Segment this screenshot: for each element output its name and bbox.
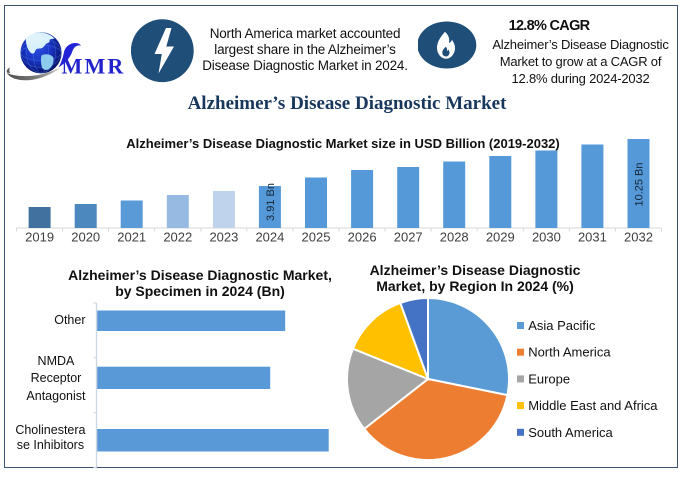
svg-text:2022: 2022 [163,230,192,245]
svg-text:2023: 2023 [209,230,238,245]
svg-text:2031: 2031 [578,230,607,245]
svg-text:10.25 Bn: 10.25 Bn [634,162,646,206]
svg-text:MMR: MMR [62,54,126,79]
svg-text:2020: 2020 [71,230,100,245]
svg-text:North America: North America [528,345,611,360]
svg-text:South America: South America [528,425,613,440]
svg-text:2028: 2028 [440,230,469,245]
svg-text:3.91 Bn: 3.91 Bn [265,183,277,221]
svg-text:Asia Pacific: Asia Pacific [528,318,596,333]
svg-text:Europe: Europe [528,371,570,386]
svg-text:2025: 2025 [302,230,331,245]
svg-text:2027: 2027 [394,230,423,245]
svg-text:2026: 2026 [348,230,377,245]
svg-text:2029: 2029 [486,230,515,245]
svg-text:2030: 2030 [532,230,561,245]
svg-text:Middle East and Africa: Middle East and Africa [528,398,658,413]
svg-text:Alzheimer’s Disease Diagnostic: Alzheimer’s Disease Diagnostic Market si… [126,136,560,151]
svg-text:2019: 2019 [25,230,54,245]
svg-text:2024: 2024 [255,230,284,245]
svg-text:2032: 2032 [624,230,653,245]
svg-text:2021: 2021 [117,230,146,245]
